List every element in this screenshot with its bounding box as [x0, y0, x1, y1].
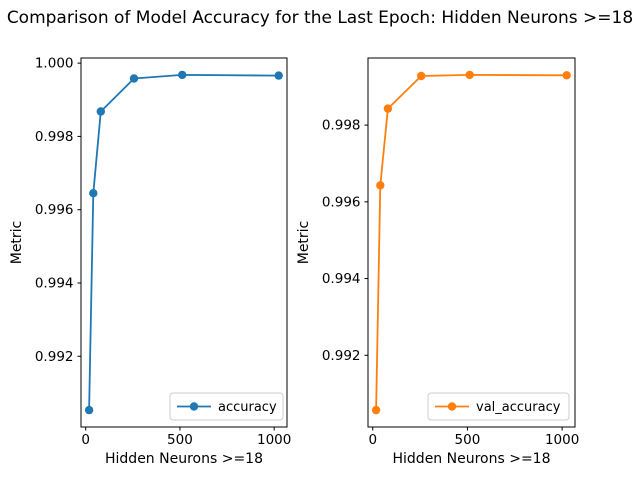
y-axis-label: Metric: [296, 221, 312, 265]
y-tick-label: 0.998: [35, 129, 74, 145]
subplot-val_accuracy: 0 500 1000 0.992 0.994 0.996 0.998 Hidden Neuro…: [296, 57, 579, 467]
y-tick-label: 0.992: [322, 348, 361, 364]
y-tick-label: 0.994: [35, 275, 74, 291]
x-axis-label: Hidden Neurons >=18: [393, 451, 551, 467]
x-tick-label: 0: [368, 432, 377, 448]
accuracy-marker: [129, 74, 139, 83]
legend-marker: [447, 402, 457, 411]
legend-label: accuracy: [218, 400, 277, 415]
y-axis-label: Metric: [9, 221, 25, 265]
val_accuracy-marker: [562, 71, 571, 80]
x-tick-label: 1000: [257, 432, 291, 448]
accuracy-line: [88, 74, 279, 411]
y-tick-label: 1.000: [35, 56, 74, 72]
legend: val_accuracy: [427, 392, 570, 421]
val_accuracy-marker: [383, 104, 393, 113]
accuracy-marker: [89, 189, 98, 198]
accuracy-marker: [274, 71, 283, 80]
legend-box: [427, 392, 570, 421]
figure-title: Comparison of Model Accuracy for the Las…: [6, 8, 634, 28]
val_accuracy-marker: [371, 405, 381, 415]
x-axis-label: Hidden Neurons >=18: [105, 451, 263, 467]
legend: accuracy: [169, 392, 284, 421]
val_accuracy-line: [375, 74, 567, 411]
y-tick-label: 0.994: [322, 271, 361, 287]
axes-frame: [367, 57, 576, 428]
x-tick-label: 1000: [545, 432, 579, 448]
subplot-accuracy: 0 500 1000 0.992 0.994 0.996 0.998 1.000 Hidden …: [9, 56, 291, 467]
accuracy-marker: [96, 107, 106, 116]
y-tick-label: 0.992: [35, 349, 74, 365]
accuracy-marker: [178, 70, 187, 80]
x-tick-label: 0: [81, 432, 90, 448]
x-tick-label: 500: [167, 432, 193, 448]
x-tick-label: 500: [455, 432, 481, 448]
axes-frame: [80, 57, 288, 428]
legend-marker: [189, 402, 199, 411]
y-tick-label: 0.998: [322, 118, 361, 134]
y-tick-label: 0.996: [35, 202, 74, 218]
accuracy-marker: [84, 405, 94, 415]
legend-label: val_accuracy: [476, 400, 561, 415]
y-tick-label: 0.996: [322, 194, 361, 210]
val_accuracy-marker: [376, 181, 385, 190]
val_accuracy-marker: [465, 70, 474, 80]
val_accuracy-marker: [417, 71, 426, 81]
legend-box: [169, 392, 284, 421]
